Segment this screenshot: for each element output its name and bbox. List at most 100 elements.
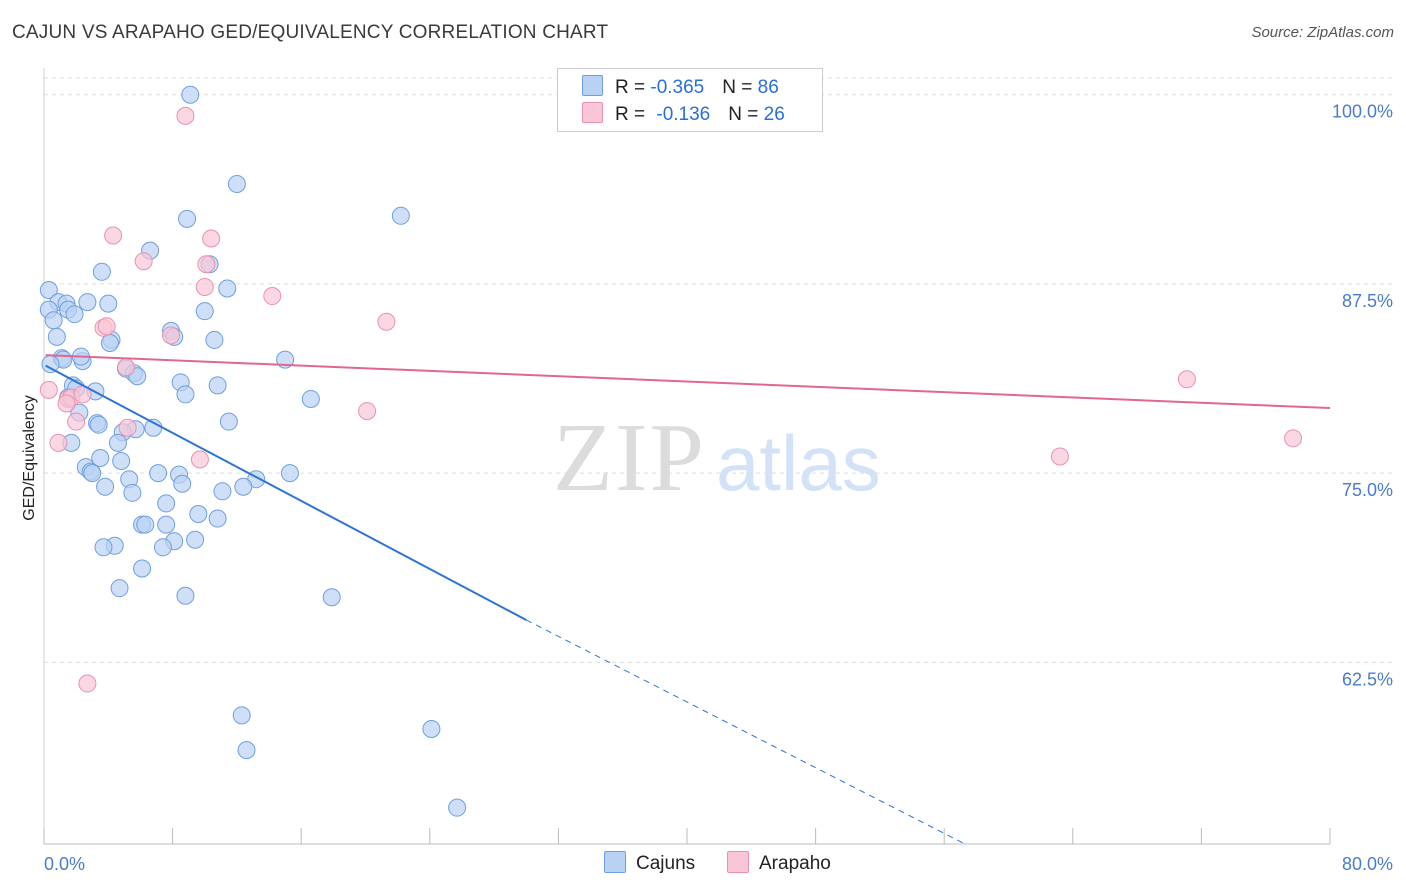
arapaho-point: [67, 412, 86, 431]
cajuns-r-value: -0.365: [650, 77, 705, 98]
y-tick-label: 62.5%: [1342, 669, 1393, 689]
arapaho-point: [97, 317, 116, 336]
cajun-point: [232, 706, 251, 725]
trend-lines: [45, 354, 1331, 845]
y-tick-label: 100.0%: [1332, 102, 1393, 122]
cajun-point: [133, 559, 152, 578]
arapaho-n-value: 26: [763, 104, 785, 125]
cajun-point: [108, 433, 127, 452]
cajun-point: [94, 538, 113, 557]
series-arapaho: [39, 106, 1303, 693]
cajun-point: [280, 464, 299, 483]
cajun-point: [208, 376, 227, 395]
arapaho-point: [78, 674, 97, 693]
cajun-point: [422, 719, 441, 738]
cajun-point: [176, 385, 195, 404]
gridlines: [44, 77, 1392, 663]
cajuns-trend-extension: [526, 619, 966, 845]
arapaho-trend-line: [45, 354, 1331, 410]
cajun-point: [189, 505, 208, 524]
arapaho-r-value: -0.136: [656, 104, 711, 125]
watermark-atlas: atlas: [716, 419, 881, 507]
cajun-point: [136, 515, 155, 534]
arapaho-point: [1284, 429, 1303, 448]
cajun-point: [100, 333, 119, 352]
cajun-point: [391, 206, 410, 225]
cajun-point: [301, 389, 320, 408]
stats-legend: R = -0.365 N = 86 R = -0.136 N = 26: [557, 68, 823, 132]
arapaho-point: [116, 358, 135, 377]
cajuns-r-label: R =: [615, 77, 651, 98]
cajun-point: [47, 327, 66, 346]
arapaho-legend-label: Arapaho: [759, 853, 831, 874]
cajun-point: [149, 464, 168, 483]
cajun-point: [322, 588, 341, 607]
y-tick-label: 87.5%: [1342, 291, 1393, 311]
arapaho-point: [195, 277, 214, 296]
cajun-point: [178, 209, 197, 228]
arapaho-r-label: R =: [615, 104, 651, 125]
chart-title: CAJUN VS ARAPAHO GED/EQUIVALENCY CORRELA…: [12, 22, 609, 43]
arapaho-point: [190, 450, 209, 469]
cajuns-legend-label: Cajuns: [636, 853, 696, 874]
arapaho-point: [104, 226, 123, 245]
arapaho-point: [176, 106, 195, 125]
cajun-point: [234, 477, 253, 496]
arapaho-legend-swatch: [727, 851, 749, 873]
arapaho-point: [134, 252, 153, 271]
arapaho-point: [57, 394, 76, 413]
cajun-point: [186, 530, 205, 549]
cajun-point: [99, 294, 118, 313]
arapaho-point: [39, 380, 58, 399]
cajun-point: [112, 452, 131, 471]
source-label: Source: ZipAtlas.com: [1251, 24, 1394, 41]
cajun-point: [41, 355, 60, 374]
cajuns-n-label: N =: [722, 77, 758, 98]
y-tick-label: 75.0%: [1342, 480, 1393, 500]
cajun-point: [39, 280, 58, 299]
cajun-point: [123, 483, 142, 502]
cajun-point: [173, 474, 192, 493]
cajun-point: [227, 175, 246, 194]
cajun-point: [448, 798, 467, 817]
legend-item-arapaho: Arapaho: [727, 851, 831, 875]
cajun-point: [181, 85, 200, 104]
legend-row-arapaho: R = -0.136 N = 26: [582, 102, 785, 126]
cajun-point: [65, 305, 84, 324]
arapaho-point: [197, 255, 216, 274]
cajuns-legend-swatch: [604, 851, 626, 873]
cajun-point: [92, 262, 111, 281]
cajun-point: [83, 464, 102, 483]
arapaho-point: [1177, 370, 1196, 389]
series-cajuns: [39, 85, 467, 817]
cajuns-trend-line: [45, 364, 527, 621]
cajun-point: [219, 412, 238, 431]
axis-labels: 62.5% 75.0% 87.5% 100.0% 0.0% 80.0% GED/Equiva…: [21, 102, 1393, 874]
axes: [43, 68, 1331, 845]
legend-item-cajuns: Cajuns: [604, 851, 695, 875]
legend-row-cajuns: R = -0.365 N = 86: [582, 75, 779, 99]
cajun-point: [205, 330, 224, 349]
arapaho-point: [118, 418, 137, 437]
cajuns-n-value: 86: [757, 77, 779, 98]
watermark: ZIP atlas: [553, 404, 881, 512]
cajun-point: [157, 515, 176, 534]
cajun-point: [110, 579, 129, 598]
arapaho-point: [1050, 447, 1069, 466]
arapaho-point: [202, 229, 221, 248]
x-tick-label: 0.0%: [44, 854, 85, 874]
x-tick-label: 80.0%: [1342, 854, 1393, 874]
arapaho-swatch: [582, 102, 603, 123]
arapaho-point: [263, 287, 282, 306]
cajun-point: [96, 477, 115, 496]
arapaho-point: [161, 326, 180, 345]
cajun-point: [218, 279, 237, 298]
cajuns-swatch: [582, 75, 603, 96]
cajun-point: [44, 311, 63, 330]
cajun-point: [78, 293, 97, 312]
arapaho-point: [358, 402, 377, 421]
cajun-point: [176, 586, 195, 605]
cajun-point: [237, 741, 256, 760]
cajun-point: [208, 509, 227, 528]
